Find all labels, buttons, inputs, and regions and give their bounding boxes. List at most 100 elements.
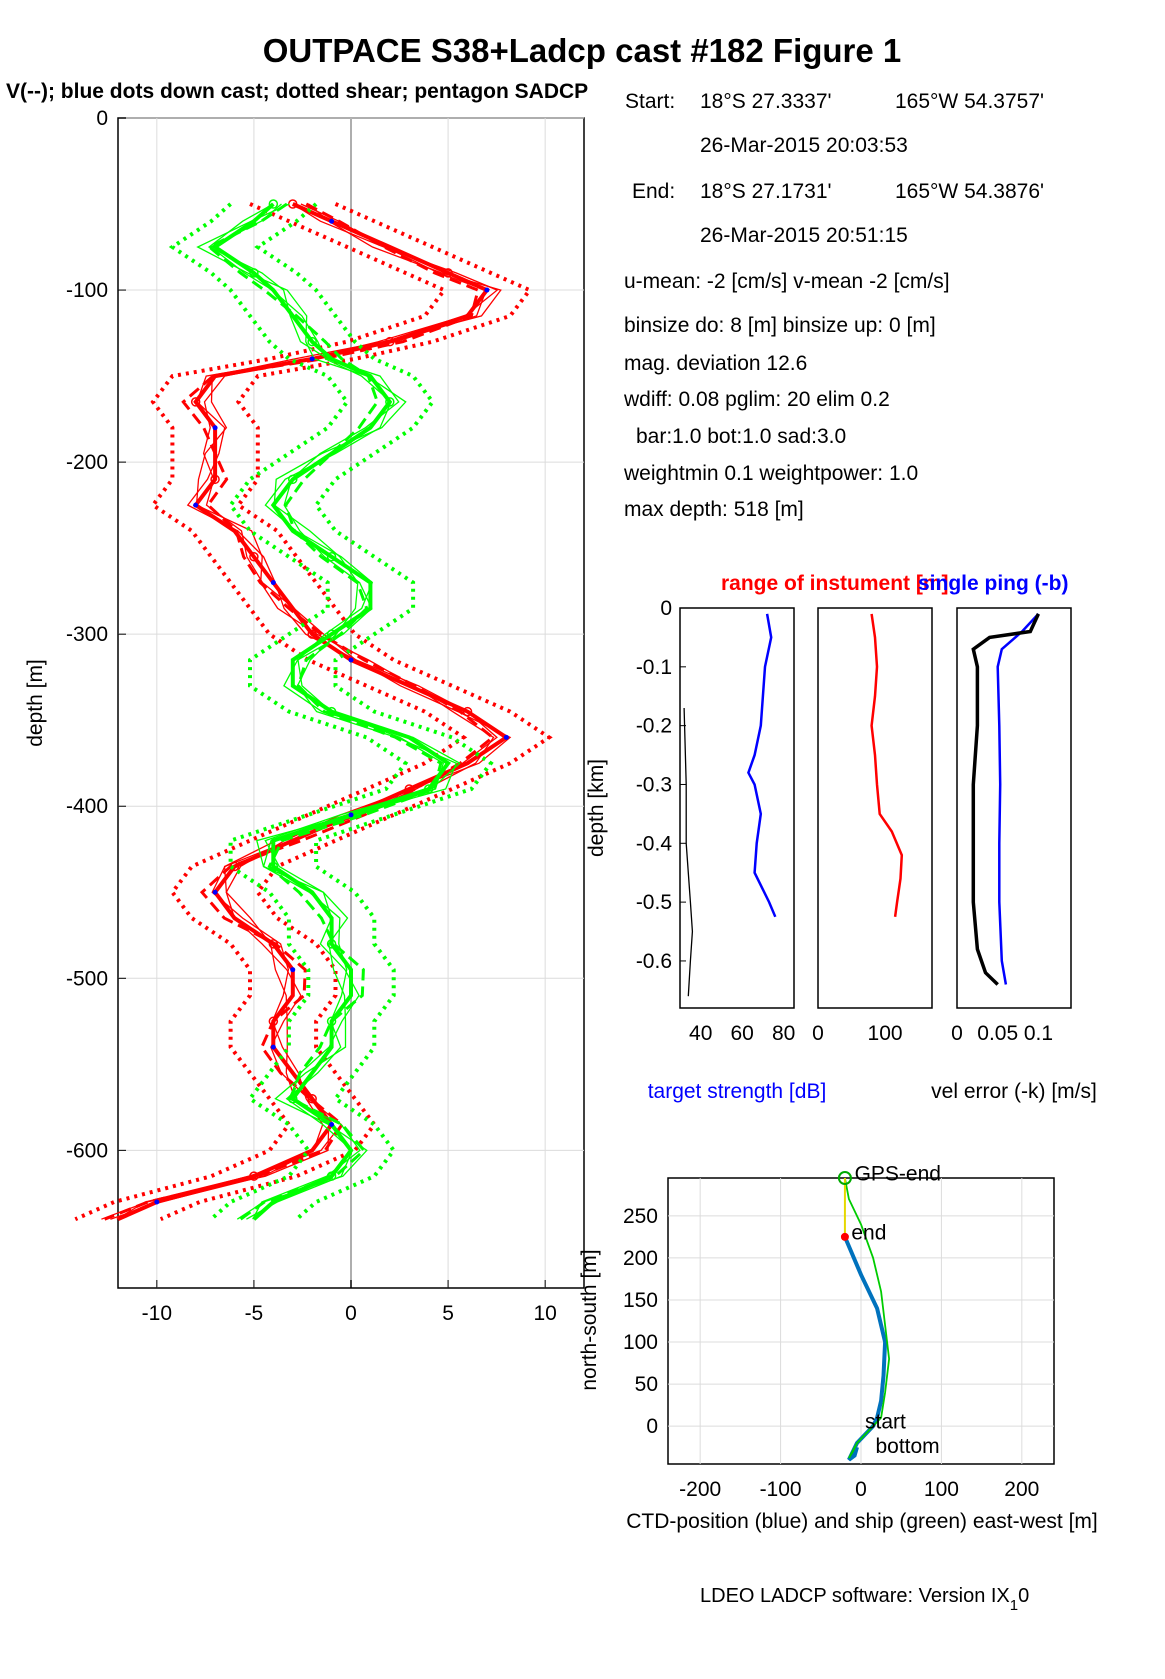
footer-main: LDEO LADCP software: Version IX	[700, 1585, 1010, 1607]
start-label: start	[865, 1411, 906, 1434]
downcast-dot	[484, 287, 490, 293]
green-sadcp-marker	[288, 1093, 298, 1104]
green-sadcp-marker	[326, 629, 337, 639]
downcast-dot	[212, 425, 218, 431]
figure-subtitle: V(--); blue dots down cast; dotted shear…	[6, 80, 588, 103]
red-sadcp-marker	[268, 1016, 279, 1027]
position-plot: north-south [m] CTD-position (blue) and …	[578, 1163, 1098, 1533]
panel-red-line	[870, 613, 904, 917]
red-shear-envelope	[74, 202, 468, 1222]
red-velocity-variant	[101, 203, 502, 1220]
downcast-dot	[329, 218, 335, 224]
footer-end: 0	[1018, 1585, 1029, 1607]
panel-blue-line	[747, 613, 777, 918]
vel-ytick-label: -500	[66, 967, 108, 990]
downcast-dot	[154, 1199, 160, 1205]
wdiff: wdiff: 0.08 pglim: 20 elim 0.2	[623, 388, 890, 411]
range-title: range of instument [m]	[721, 572, 949, 595]
instrument-panels: range of instument [m] single ping (-b) …	[585, 572, 1097, 1103]
red-velocity-dashed	[104, 202, 496, 1221]
panel-xtick-label: 80	[772, 1022, 795, 1045]
green-sadcp-marker	[268, 861, 279, 872]
end-lon: 165°W 54.3876'	[895, 180, 1044, 203]
green-shear-envelope	[254, 202, 494, 1221]
downcast-dot	[348, 812, 354, 818]
vel-ytick-label: -400	[66, 795, 108, 818]
panel-ytick-label: -0.1	[636, 656, 672, 679]
depth-km-ylabel: depth [km]	[585, 759, 608, 857]
panel-xtick-label: 100	[868, 1022, 903, 1045]
panel-xtick-label: 0.1	[1024, 1022, 1053, 1045]
velocity-profile-plot: depth [m] -10 -5 0 5 10 0 -100 -200 -300 -400 -500…	[24, 107, 585, 1325]
vel-ytick-label: -200	[66, 451, 108, 474]
cast-info: Start: 18°S 27.3337' 165°W 54.3757' 26-M…	[623, 90, 1044, 521]
red-sadcp-marker	[229, 861, 240, 872]
red-shear-envelope	[159, 202, 553, 1222]
panel-xtick-label: 0	[951, 1022, 963, 1045]
red-sadcp-marker	[268, 939, 279, 949]
range-frame	[817, 607, 933, 1009]
green-velocity-variant	[209, 203, 445, 1220]
start-lat: 18°S 27.3337'	[700, 90, 832, 113]
red-sadcp-marker	[249, 552, 259, 562]
end-label: End:	[632, 180, 675, 203]
pos-ytick-label: 250	[623, 1205, 658, 1228]
pos-xtick-label: 100	[924, 1478, 959, 1501]
panel-ytick-label: 0	[660, 597, 672, 620]
red-sadcp-marker	[307, 1093, 317, 1104]
green-sadcp-marker	[268, 199, 279, 209]
green-velocity-variant	[196, 203, 458, 1220]
green-sadcp-marker	[249, 268, 259, 278]
vel-xtick-label: 10	[533, 1302, 556, 1325]
panel-black-line	[683, 707, 694, 997]
software-footer: LDEO LADCP software: Version IX10	[700, 1585, 1029, 1614]
downcast-dot	[309, 356, 315, 362]
panel-ytick-label: -0.2	[636, 715, 672, 738]
red-velocity-variant	[110, 203, 498, 1220]
pos-xtick-label: 0	[855, 1478, 867, 1501]
gps-end-label: GPS-end	[855, 1163, 941, 1186]
red-sadcp-marker	[385, 336, 395, 347]
panel-xtick-label: 0	[812, 1022, 824, 1045]
pos-xtick-label: -100	[760, 1478, 802, 1501]
red-sadcp-marker	[190, 397, 201, 407]
green-sadcp-marker	[307, 336, 317, 347]
end-time: 26-Mar-2015 20:51:15	[700, 224, 908, 247]
vel-error-xlabel: vel error (-k) [m/s]	[931, 1080, 1097, 1103]
mag-deviation: mag. deviation 12.6	[624, 352, 807, 375]
green-velocity-dashed	[206, 202, 443, 1221]
single-ping-title: single ping (-b)	[918, 572, 1068, 595]
position-xlabel: CTD-position (blue) and ship (green) eas…	[626, 1510, 1098, 1533]
end-marker	[840, 1232, 849, 1241]
bottom-label: bottom	[875, 1435, 939, 1458]
green-sadcp-marker	[288, 474, 298, 485]
pos-ytick-label: 150	[623, 1289, 658, 1312]
start-time: 26-Mar-2015 20:03:53	[700, 134, 908, 157]
panel-black-line	[971, 613, 1040, 986]
bar-weights: bar:1.0 bot:1.0 sad:3.0	[636, 425, 846, 448]
vel-xtick-label: -5	[245, 1302, 264, 1325]
green-sadcp-marker	[326, 706, 337, 717]
red-sadcp-marker	[249, 1171, 259, 1181]
binsize: binsize do: 8 [m] binsize up: 0 [m]	[624, 314, 936, 337]
pos-ytick-label: 200	[623, 1247, 658, 1270]
pos-ytick-label: 50	[635, 1373, 658, 1396]
red-sadcp-marker	[443, 268, 453, 278]
red-sadcp-marker	[210, 474, 220, 485]
downcast-dot	[348, 657, 354, 663]
target-strength-xlabel: target strength [dB]	[648, 1080, 827, 1103]
green-sadcp-marker	[326, 552, 337, 562]
green-velocity-variant	[207, 203, 461, 1220]
red-sadcp-marker	[307, 629, 317, 639]
vel-xtick-label: -10	[142, 1302, 172, 1325]
end-label: end	[851, 1221, 886, 1244]
downcast-dot	[212, 889, 218, 895]
panel-ytick-label: -0.3	[636, 773, 672, 796]
weight-params: weightmin 0.1 weightpower: 1.0	[623, 462, 918, 485]
green-shear-envelope	[168, 202, 409, 1221]
panel-ytick-label: -0.6	[636, 950, 672, 973]
downcast-dot	[270, 1044, 276, 1050]
pos-xtick-label: 200	[1004, 1478, 1039, 1501]
downcast-dot	[270, 580, 276, 586]
